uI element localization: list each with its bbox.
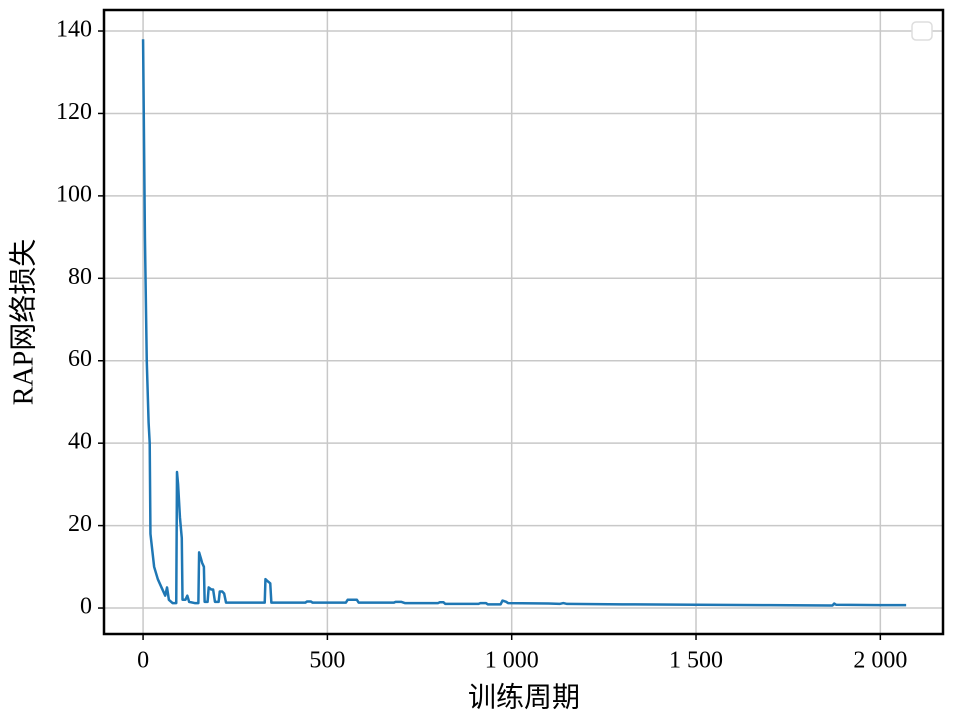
y-tick-label: 0 [80, 594, 92, 620]
x-tick-label: 1 500 [669, 648, 723, 674]
data-line [141, 39, 907, 607]
x-axis-label: 训练周期 [468, 681, 580, 713]
y-tick-label: 80 [68, 264, 92, 290]
y-tick-label: 140 [56, 17, 92, 43]
x-tick-label: 500 [309, 648, 345, 674]
plot-frame [102, 8, 945, 636]
x-tick-label: 0 [137, 648, 149, 674]
y-tick-label: 100 [56, 181, 92, 207]
y-tick-label: 20 [68, 511, 92, 537]
x-tick-label: 1 000 [485, 648, 539, 674]
legend [911, 21, 933, 41]
y-tick-label: 40 [68, 429, 92, 455]
y-tick-label: 120 [56, 99, 92, 125]
y-tick-label: 60 [68, 346, 92, 372]
x-tick-label: 2 000 [853, 648, 907, 674]
y-axis-label: RAP网络损失 [7, 239, 39, 405]
plot-area: 0 20 40 60 80 100 120 140 0 500 1 000 1 500 2 000 [56, 10, 943, 674]
